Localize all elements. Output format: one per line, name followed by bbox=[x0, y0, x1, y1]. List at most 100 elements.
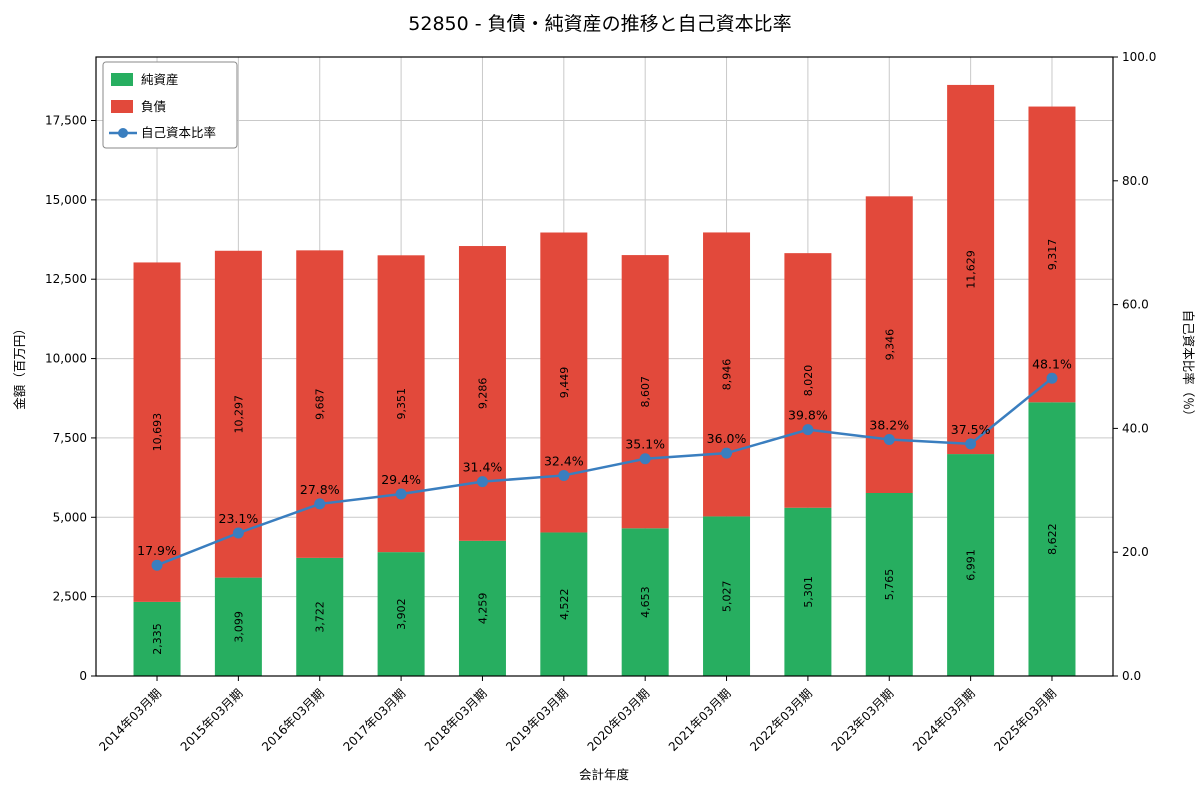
x-axis-tick-label: 2014年03月期 bbox=[96, 686, 164, 754]
equity-ratio-label: 48.1% bbox=[1032, 356, 1072, 371]
legend-marker-equity-ratio bbox=[118, 128, 128, 138]
net-assets-bar bbox=[621, 528, 669, 676]
liabilities-bar bbox=[784, 253, 832, 508]
liabilities-bar bbox=[947, 84, 995, 455]
legend-swatch-liabilities bbox=[111, 100, 133, 113]
equity-ratio-marker bbox=[314, 498, 326, 510]
equity-ratio-marker bbox=[721, 447, 733, 459]
x-axis-tick-label: 2024年03月期 bbox=[910, 686, 978, 754]
x-axis-tick-label: 2015年03月期 bbox=[178, 686, 246, 754]
equity-ratio-marker bbox=[883, 434, 895, 446]
liabilities-bar bbox=[377, 255, 425, 553]
net-assets-bar bbox=[784, 507, 832, 676]
legend-label-equity-ratio: 自己資本比率 bbox=[141, 125, 216, 140]
bar-value-label: 6,991 bbox=[965, 549, 978, 581]
equity-ratio-label: 23.1% bbox=[219, 511, 259, 526]
axis-tick-label: 15,000 bbox=[45, 193, 87, 207]
equity-ratio-label: 27.8% bbox=[300, 482, 340, 497]
bar-value-label: 8,607 bbox=[639, 376, 652, 408]
x-axis-tick-label: 2023年03月期 bbox=[829, 686, 897, 754]
bar-value-label: 9,317 bbox=[1046, 239, 1059, 271]
bar-value-label: 9,687 bbox=[314, 388, 327, 420]
bar-value-label: 2,335 bbox=[151, 623, 164, 655]
equity-ratio-marker bbox=[476, 476, 488, 488]
legend-label-net-assets: 純資産 bbox=[141, 72, 179, 87]
axis-tick-label: 17,500 bbox=[45, 113, 87, 127]
chart-title: 52850 - 負債・純資産の推移と自己資本比率 bbox=[408, 13, 791, 35]
equity-ratio-label: 29.4% bbox=[381, 472, 421, 487]
equity-ratio-line bbox=[156, 377, 1053, 567]
liabilities-bar bbox=[133, 262, 181, 602]
equity-ratio-label: 38.2% bbox=[869, 418, 909, 433]
bar-value-label: 3,902 bbox=[395, 598, 408, 630]
x-axis-tick-label: 2020年03月期 bbox=[585, 686, 653, 754]
net-assets-bar bbox=[296, 557, 344, 676]
axis-tick-label: 5,000 bbox=[53, 510, 87, 524]
equity-ratio-marker bbox=[395, 488, 407, 500]
net-assets-bar bbox=[458, 540, 506, 676]
axis-tick-label: 40.0 bbox=[1122, 421, 1149, 435]
axis-tick-label: 7,500 bbox=[53, 431, 87, 445]
equity-ratio-marker bbox=[802, 424, 814, 436]
equity-ratio-marker bbox=[1046, 372, 1058, 384]
legend-label-liabilities: 負債 bbox=[141, 99, 166, 114]
equity-ratio-label: 17.9% bbox=[137, 543, 177, 558]
equity-ratio-label: 35.1% bbox=[625, 437, 665, 452]
x-axis-tick-label: 2025年03月期 bbox=[991, 686, 1059, 754]
plot-border bbox=[95, 56, 1114, 677]
equity-ratio-label: 36.0% bbox=[707, 431, 747, 446]
axis-tick-label: 2,500 bbox=[53, 590, 87, 604]
liabilities-bar bbox=[458, 246, 506, 541]
bar-value-label: 3,099 bbox=[232, 611, 245, 643]
net-assets-bar bbox=[947, 454, 995, 676]
x-axis-tick-label: 2021年03月期 bbox=[666, 686, 734, 754]
liabilities-bar bbox=[1028, 106, 1076, 403]
bar-value-label: 10,297 bbox=[232, 395, 245, 434]
axis-tick-label: 100.0 bbox=[1122, 50, 1156, 64]
bar-value-label: 3,722 bbox=[314, 601, 327, 633]
bar-value-label: 10,693 bbox=[151, 413, 164, 452]
x-axis-tick-label: 2016年03月期 bbox=[259, 686, 327, 754]
bars-layer: 2,335 10,693 3,099 10,297 3,722 9,687 3,902 9,3… bbox=[133, 84, 1076, 676]
axis-tick-label: 20.0 bbox=[1122, 545, 1149, 559]
net-assets-bar bbox=[540, 532, 588, 676]
x-axis-tick-label: 2019年03月期 bbox=[503, 686, 571, 754]
bar-value-label: 9,449 bbox=[558, 367, 571, 399]
bar-value-label: 9,351 bbox=[395, 388, 408, 420]
legend-swatch-net-assets bbox=[111, 73, 133, 86]
x-axis-tick-label: 2018年03月期 bbox=[422, 686, 490, 754]
bar-value-label: 11,629 bbox=[965, 250, 978, 289]
net-assets-bar bbox=[703, 516, 751, 676]
line-layer: 17.9% 23.1% 27.8% 29.4% 31.4% 32.4% 35.1% 36.0%… bbox=[137, 356, 1072, 571]
bar-value-label: 8,622 bbox=[1046, 523, 1059, 555]
bar-value-label: 8,020 bbox=[802, 365, 815, 397]
equity-ratio-label: 39.8% bbox=[788, 408, 828, 423]
liabilities-bar bbox=[214, 250, 262, 578]
liabilities-bar bbox=[621, 255, 669, 529]
bar-value-label: 5,027 bbox=[721, 580, 734, 612]
liabilities-bar bbox=[703, 232, 751, 517]
axis-tick-label: 0 bbox=[79, 669, 87, 683]
net-assets-bar bbox=[1028, 402, 1076, 676]
equity-ratio-marker bbox=[232, 527, 244, 539]
axis-tick-label: 60.0 bbox=[1122, 298, 1149, 312]
bar-value-label: 9,286 bbox=[476, 378, 489, 410]
equity-ratio-label: 32.4% bbox=[544, 453, 584, 468]
bar-value-label: 4,653 bbox=[639, 586, 652, 618]
equity-ratio-label: 31.4% bbox=[463, 460, 503, 475]
x-axis-tick-label: 2017年03月期 bbox=[340, 686, 408, 754]
bar-value-label: 9,346 bbox=[883, 329, 896, 361]
bar-value-label: 4,259 bbox=[476, 593, 489, 625]
equity-ratio-marker bbox=[965, 438, 977, 450]
net-assets-bar bbox=[133, 601, 181, 676]
legend-box bbox=[102, 61, 238, 149]
net-assets-bar bbox=[214, 577, 262, 676]
equity-ratio-marker bbox=[151, 559, 163, 571]
net-assets-bar bbox=[865, 492, 913, 676]
legend: 純資産 負債 自己資本比率 bbox=[102, 61, 238, 149]
bar-value-label: 4,522 bbox=[558, 588, 571, 620]
equity-ratio-marker bbox=[639, 453, 651, 465]
y-axis-label-left: 金額（百万円） bbox=[12, 322, 27, 410]
